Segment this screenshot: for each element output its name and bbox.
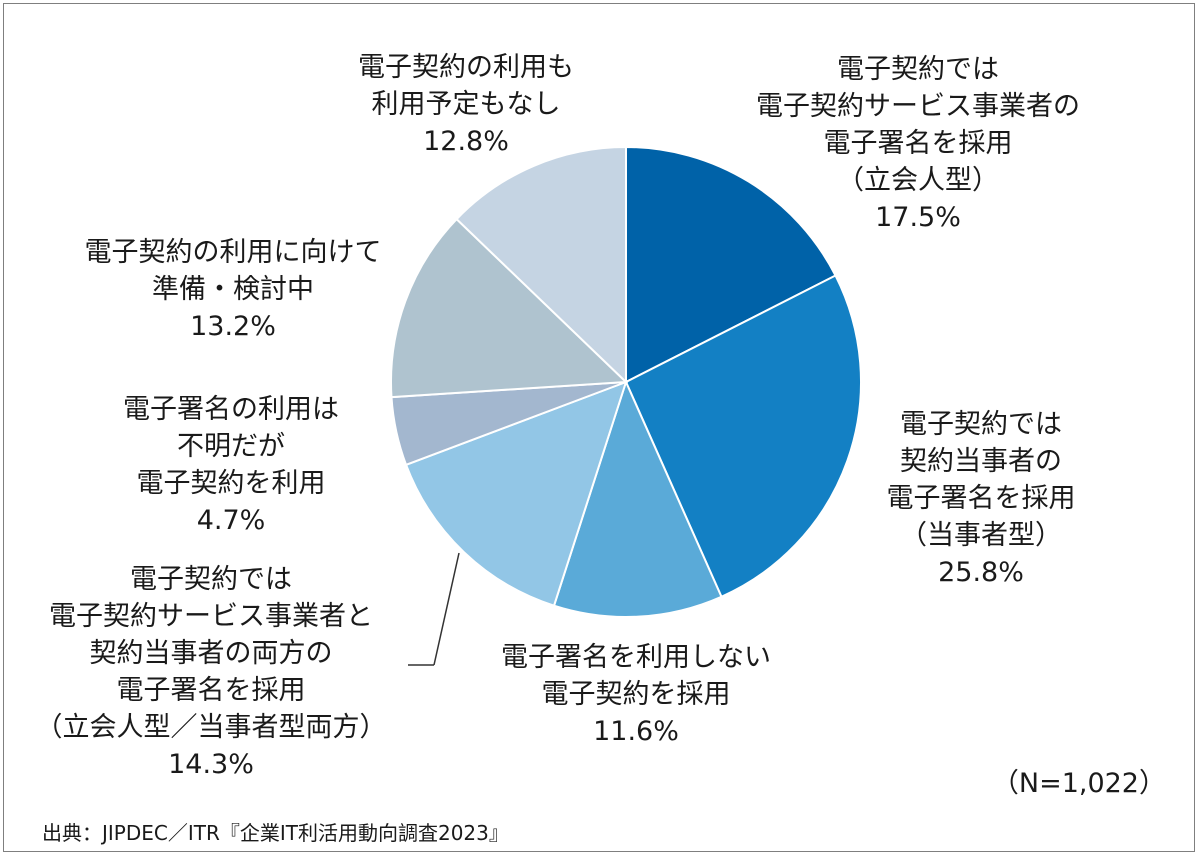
slice-label-line: 電子契約の利用に向けて	[85, 237, 382, 268]
slice-label-6: 電子契約の利用も利用予定もなし 12.8%	[358, 52, 574, 157]
slice-label-line: 電子署名を利用しない	[501, 642, 771, 673]
slice-label-5: 電子契約の利用に向けて準備・検討中 13.2%	[85, 237, 382, 342]
pie-slice-3	[404, 380, 628, 607]
pie-slice-1	[624, 274, 862, 599]
slice-label-4: 電子署名の利用は不明だが電子契約を利用 4.7%	[123, 394, 339, 536]
slice-label-line: 電子契約の利用も	[358, 52, 574, 83]
slice-label-line: 電子契約を採用	[542, 679, 731, 710]
slice-label-2: 電子署名を利用しない電子契約を採用 11.6%	[501, 642, 771, 747]
slice-label-line: （当事者型）	[900, 520, 1062, 551]
slice-percent-5: 13.2%	[190, 311, 276, 342]
slice-label-line: 契約当事者の	[900, 446, 1062, 477]
slice-percent-0: 17.5%	[875, 202, 961, 233]
slice-percent-4: 4.7%	[197, 505, 266, 536]
slice-label-0: 電子契約では電子契約サービス事業者の電子署名を採用 （立会人型） 17.5%	[756, 54, 1080, 233]
sample-size-note: （N=1,022）	[991, 768, 1166, 799]
slice-label-line: 電子署名を採用	[887, 483, 1076, 514]
slice-label-line: 電子契約サービス事業者の	[756, 91, 1080, 122]
slice-percent-6: 12.8%	[423, 126, 509, 157]
slice-label-line: 電子契約では	[900, 409, 1062, 440]
slice-label-line: 電子契約では	[130, 564, 292, 595]
leader-line-slice-4	[433, 552, 460, 666]
slice-label-line: （立会人型／当事者型両方）	[36, 712, 387, 743]
chart-frame	[3, 3, 1195, 852]
slice-label-line: 準備・検討中	[152, 274, 314, 305]
slice-label-line: 電子署名の利用は	[123, 394, 339, 425]
pie-slice-2	[552, 379, 723, 618]
slice-labels: 電子契約では電子契約サービス事業者の電子署名を採用（立会人型） 17.5%電子契約…	[36, 52, 1081, 780]
slice-label-line: 利用予定もなし	[372, 89, 561, 120]
pie-slice-6	[455, 145, 627, 385]
slice-percent-2: 11.6%	[593, 716, 679, 747]
source-note: 出典：JIPDEC／ITR『企業IT利活用動向調査2023』	[42, 821, 509, 845]
slice-label-line: 電子署名を採用	[117, 675, 306, 706]
slice-label-line: 電子契約サービス事業者と	[49, 601, 373, 632]
slice-label-line: 契約当事者の両方の	[90, 638, 333, 669]
slice-label-line: 不明だが	[177, 431, 285, 462]
pie-slices	[390, 145, 862, 618]
pie-slice-0	[625, 145, 837, 384]
slice-label-line: （立会人型）	[837, 165, 999, 196]
slice-percent-1: 25.8%	[938, 557, 1024, 588]
slice-label-line: 電子署名を採用	[824, 128, 1013, 159]
slice-percent-3: 14.3%	[168, 749, 254, 780]
slice-label-line: 電子契約では	[837, 54, 999, 85]
slice-label-line: 電子契約を利用	[137, 468, 326, 499]
slice-label-1: 電子契約では契約当事者の電子署名を採用 （当事者型） 25.8%	[887, 409, 1076, 588]
slice-label-3: 電子契約では電子契約サービス事業者と契約当事者の両方の電子署名を採用 （立会人型／…	[36, 564, 387, 780]
pie-slice-5	[390, 217, 629, 399]
